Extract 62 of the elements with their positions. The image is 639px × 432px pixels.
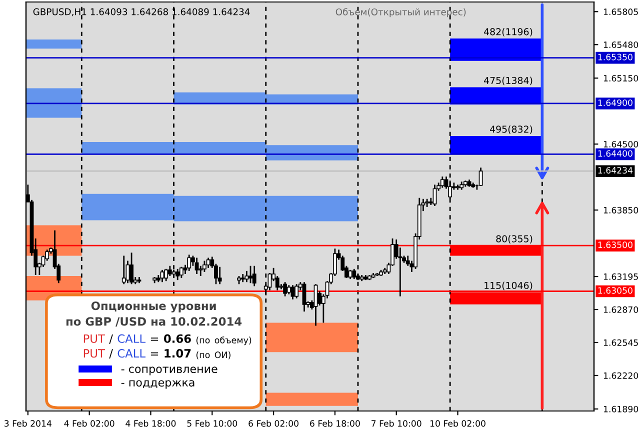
legend-label: - поддержка	[121, 380, 194, 389]
annotation: Опционные уровни	[91, 302, 216, 312]
legend-label: - сопротивление	[121, 366, 218, 376]
y-tick-label: 1.62545	[604, 339, 638, 346]
ref-line-label: 1.63500	[598, 242, 632, 248]
candlestick	[198, 265, 203, 277]
candlestick	[314, 283, 318, 326]
annotation: 482(1196)	[484, 28, 532, 36]
annotation: 475(1384)	[484, 76, 532, 86]
y-tick-label: 1.61890	[604, 406, 638, 412]
annotation: 495(832)	[490, 125, 532, 134]
y-tick-label: 1.62220	[604, 372, 638, 379]
candlestick	[286, 284, 291, 295]
y-tick-label: 1.62870	[604, 306, 638, 313]
ref-line-label: 1.64234	[598, 167, 633, 174]
candlestick	[478, 166, 483, 186]
x-tick-label: 4 Feb 02:00	[64, 420, 114, 427]
ref-line-label: 1.64900	[598, 99, 632, 106]
candlestick	[194, 257, 199, 275]
ref-line-label: 1.63050	[598, 287, 632, 294]
annotation: PUT / CALL = 1.07 (по ОИ)	[84, 349, 230, 360]
candlestick	[176, 268, 180, 281]
candlestick	[252, 265, 256, 287]
x-tick-label: 3 Feb 2014	[4, 420, 52, 427]
candlestick	[248, 265, 252, 284]
x-tick-label: 7 Feb 10:00	[372, 420, 422, 427]
text: Объем(Открытый интерес)	[336, 8, 466, 18]
annotation: 115(1046)	[484, 282, 532, 290]
x-tick-label: 5 Feb 10:00	[187, 420, 238, 427]
x-tick-label: 6 Feb 18:00	[310, 420, 360, 427]
candlestick	[440, 176, 444, 188]
candlestick	[432, 184, 437, 207]
candlestick	[164, 268, 168, 282]
y-tick-label: 1.63195	[604, 273, 638, 280]
candlestick	[130, 252, 134, 285]
candlestick	[302, 281, 306, 312]
candlestick	[179, 266, 184, 279]
x-tick-label: 4 Feb 18:00	[126, 420, 176, 427]
candlestick	[206, 257, 210, 269]
candlestick	[294, 283, 299, 300]
candlestick	[202, 260, 206, 273]
ref-line-label: 1.65350	[598, 54, 632, 60]
annotation: 80(355)	[496, 235, 532, 244]
candlestick	[348, 269, 352, 280]
y-tick-label: 1.65480	[604, 42, 638, 48]
candlestick	[218, 266, 222, 285]
y-tick-label: 1.65150	[604, 74, 638, 82]
annotation: по GBP /USD на 10.02.2014	[66, 317, 242, 327]
candlestick	[168, 265, 172, 277]
annotation: PUT / CALL = 0.66 (по объему)	[84, 334, 252, 346]
candlestick	[160, 269, 164, 283]
x-tick-label: 6 Feb 02:00	[248, 420, 298, 427]
candlestick	[187, 254, 192, 272]
candlestick	[244, 270, 249, 283]
text: GBPUSD,H1 1.64093 1.64268 1.64089 1.64234	[33, 8, 250, 16]
y-tick-label: 1.63850	[604, 206, 638, 214]
y-tick-label: 1.64500	[604, 140, 638, 148]
candlestick	[122, 255, 126, 285]
ref-line-label: 1.64400	[598, 150, 632, 157]
candlestick	[283, 281, 288, 298]
x-tick-label: 10 Feb 02:00	[430, 420, 486, 427]
y-tick-label: 1.65805	[604, 8, 638, 16]
